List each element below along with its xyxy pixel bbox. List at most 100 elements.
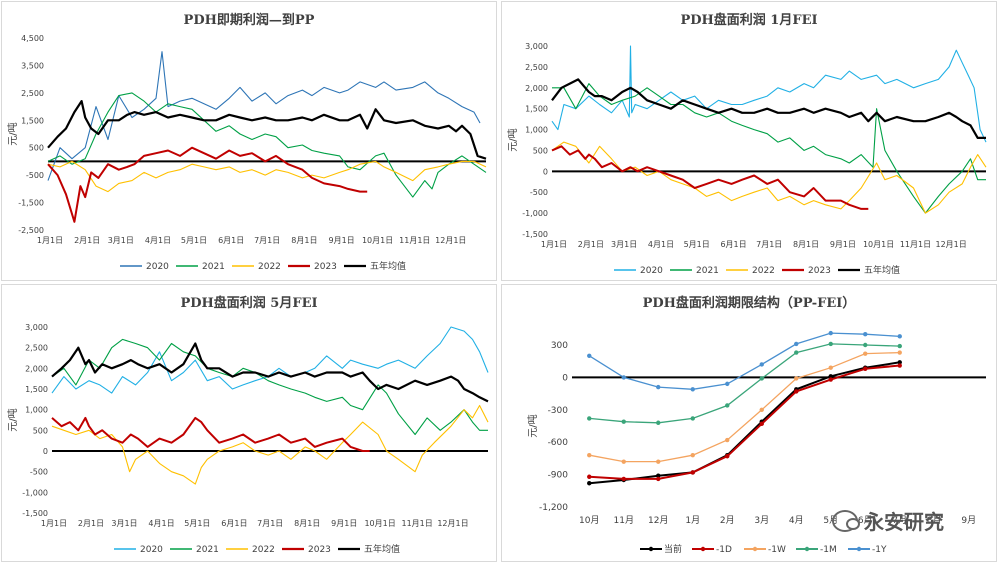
x-tick-label: 7月1日 — [257, 519, 283, 528]
data-point — [897, 360, 902, 365]
y-tick-label: 0 — [543, 167, 548, 176]
x-tick-label: 11月1日 — [399, 236, 430, 245]
data-point — [725, 381, 730, 387]
data-point — [690, 470, 695, 475]
y-tick-label: -300 — [548, 406, 569, 416]
legend-label: -1D — [716, 545, 732, 555]
legend-label: -1Y — [872, 545, 887, 555]
data-point — [759, 362, 764, 367]
y-tick-label: 1,000 — [25, 406, 48, 415]
legend-marker — [804, 546, 810, 552]
series-line-2022 — [51, 404, 489, 485]
x-tick-label: 11月1日 — [900, 240, 931, 249]
data-point — [794, 376, 799, 381]
legend-label: 2022 — [252, 545, 275, 555]
x-tick-label: 9月 — [961, 515, 976, 526]
data-point — [690, 416, 695, 421]
legend-label: 2022 — [258, 262, 281, 272]
data-point — [828, 377, 833, 382]
chart-panel-jan-fei: PDH盘面利润 1月FEI 元/吨 -1,500 -1,000 -500 0 500 1,00… — [501, 1, 997, 281]
y-tick-label: -500 — [30, 468, 48, 477]
y-tick-label: -1,000 — [522, 209, 548, 218]
x-tick-label: 8月1日 — [793, 240, 819, 249]
data-point — [828, 330, 833, 336]
x-tick-label: 4月1日 — [148, 519, 174, 528]
data-point — [863, 351, 868, 356]
legend-label: 2023 — [314, 262, 337, 272]
data-point — [656, 476, 661, 482]
x-tick-label: 6月1日 — [218, 236, 244, 245]
data-point — [759, 407, 764, 412]
x-tick-label: 8月1日 — [294, 519, 320, 528]
data-point — [897, 334, 902, 339]
x-tick-label: 10月1日 — [863, 240, 894, 249]
x-tick-label: 9月1日 — [329, 236, 355, 245]
x-tick-label: 2月1日 — [578, 240, 604, 249]
x-tick-label: 1月1日 — [37, 236, 63, 245]
x-tick-label: 5月1日 — [684, 240, 710, 249]
legend-label: 2020 — [640, 266, 663, 276]
y-tick-label: -500 — [530, 188, 548, 197]
chart-title: PDH盘面利润期限结构（PP-FEI） — [643, 295, 856, 311]
data-point — [587, 481, 592, 486]
chart-title: PDH盘面利润 1月FEI — [680, 12, 817, 28]
legend-label: 2020 — [146, 262, 169, 272]
x-tick-label: 3月1日 — [108, 236, 134, 245]
data-point — [690, 452, 695, 458]
x-tick-label: 5月1日 — [181, 236, 207, 245]
y-tick-label: 4,500 — [21, 34, 44, 43]
y-axis-label: 元/吨 — [6, 408, 19, 431]
x-tick-label: 4月 — [789, 515, 804, 526]
data-point — [587, 353, 592, 358]
data-point — [863, 342, 868, 348]
y-tick-label: 500 — [533, 146, 548, 155]
y-tick-label: 1,500 — [525, 105, 548, 114]
legend-marker — [856, 546, 862, 552]
wechat-icon — [832, 509, 860, 532]
legend-label: 2021 — [196, 545, 219, 555]
series-line-2023 — [551, 145, 869, 210]
chart-panel-may-fei: PDH盘面利润 5月FEI 元/吨 -1,500 -1,000 -500 0 500 1,00… — [1, 284, 497, 562]
y-tick-label: 2,500 — [21, 89, 44, 98]
y-tick-label: 2,500 — [525, 63, 548, 72]
y-tick-label: 3,000 — [25, 323, 48, 332]
y-tick-label: -900 — [548, 471, 569, 481]
data-point — [794, 341, 799, 347]
watermark: 永安研究 — [832, 506, 944, 535]
series-line-五年均值 — [51, 342, 489, 403]
x-tick-label: 6月1日 — [221, 519, 247, 528]
data-point — [690, 387, 695, 392]
legend-label: -1M — [820, 545, 837, 555]
x-tick-label: 1月 — [685, 515, 700, 526]
x-tick-label: 6月1日 — [720, 240, 746, 249]
x-tick-label: 2月1日 — [78, 519, 104, 528]
y-tick-label: -500 — [26, 171, 44, 180]
data-point — [759, 421, 764, 427]
legend-marker — [752, 546, 758, 552]
x-tick-label: 12月1日 — [437, 519, 468, 528]
series-line-2020 — [551, 45, 987, 143]
data-point — [863, 366, 868, 371]
x-tick-label: 10月1日 — [362, 236, 393, 245]
data-point — [656, 420, 661, 425]
series-line-2021 — [47, 92, 487, 198]
chart-title: PDH即期利润—到PP — [184, 12, 315, 28]
y-tick-label: 500 — [29, 144, 44, 153]
y-tick-label: 500 — [33, 426, 48, 435]
legend-label: 2021 — [202, 262, 225, 272]
data-point — [828, 374, 833, 379]
x-tick-label: 11月1日 — [401, 519, 432, 528]
data-point — [897, 363, 902, 368]
series-line--1M — [589, 343, 900, 424]
legend-label: 2022 — [752, 266, 775, 276]
x-tick-label: 11月 — [614, 515, 634, 526]
data-point — [794, 389, 799, 394]
x-tick-label: 12月1日 — [935, 240, 966, 249]
data-point — [621, 476, 626, 482]
data-point — [725, 403, 730, 408]
legend-label: 2023 — [308, 545, 331, 555]
series-line-五年均值 — [47, 99, 487, 160]
watermark-text: 永安研究 — [864, 510, 944, 534]
data-point — [621, 375, 626, 380]
chart-spot-profit: PDH即期利润—到PP 元/吨 -2,500 -1,500 -500 500 1,500 2,… — [6, 12, 487, 272]
